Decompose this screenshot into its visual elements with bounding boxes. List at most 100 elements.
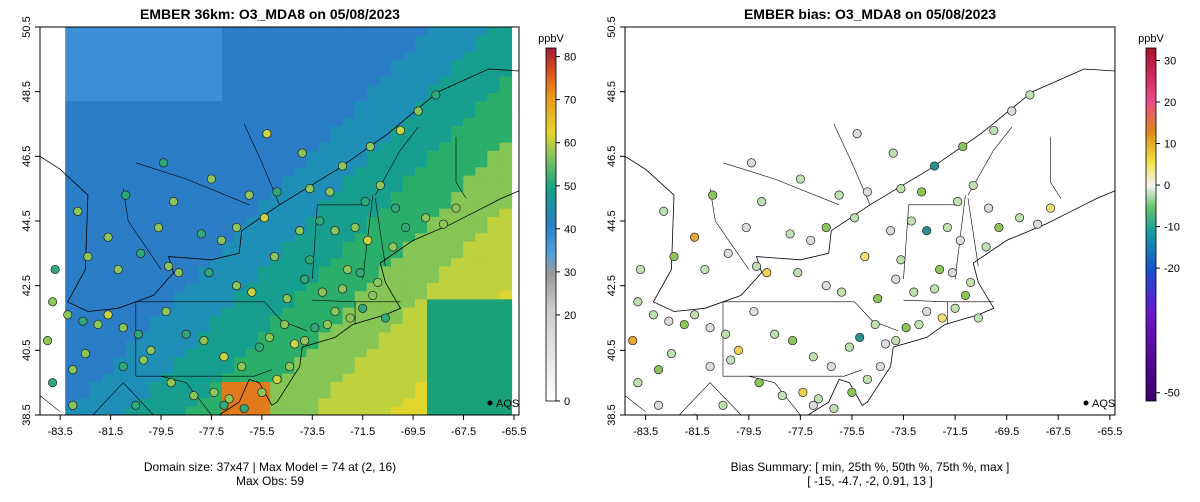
grid-cell xyxy=(415,84,428,94)
x-tick-label: -77.5 xyxy=(788,426,813,438)
grid-cell xyxy=(415,258,428,267)
grid-cell xyxy=(306,225,320,234)
grid-cell xyxy=(125,51,139,61)
grid-cell xyxy=(258,192,271,201)
grid-cell xyxy=(318,241,332,251)
grid-cell xyxy=(499,357,513,367)
grid-cell xyxy=(354,249,368,259)
grid-cell xyxy=(463,60,476,69)
grid-cell xyxy=(149,68,163,78)
grid-cell xyxy=(125,274,139,284)
grid-cell xyxy=(185,365,199,375)
grid-cell xyxy=(282,167,295,177)
aqs-station xyxy=(628,336,638,346)
grid-cell xyxy=(378,398,392,408)
grid-cell xyxy=(306,117,320,127)
grid-cell xyxy=(463,93,476,102)
grid-cell xyxy=(125,225,139,234)
grid-cell xyxy=(427,60,440,69)
grid-cell xyxy=(366,175,380,185)
grid-cell xyxy=(209,60,223,69)
grid-cell xyxy=(499,183,513,193)
grid-cell xyxy=(451,159,464,168)
grid-cell xyxy=(149,233,163,243)
grid-cell xyxy=(318,51,332,61)
grid-cell xyxy=(463,315,476,325)
aqs-station xyxy=(795,174,805,184)
aqs-station xyxy=(118,323,128,333)
grid-cell xyxy=(475,349,488,358)
grid-cell xyxy=(294,60,308,69)
grid-cell xyxy=(258,382,271,391)
grid-cell xyxy=(402,266,416,276)
grid-cell xyxy=(77,307,90,317)
grid-cell xyxy=(330,93,344,102)
grid-cell xyxy=(209,340,223,350)
grid-cell xyxy=(366,241,380,251)
grid-cell xyxy=(378,183,392,193)
y-tick-label: 38.5 xyxy=(21,404,33,425)
x-tick-label: -65.5 xyxy=(501,426,526,438)
grid-cell xyxy=(475,266,488,276)
grid-cell xyxy=(270,406,283,415)
grid-cell xyxy=(137,332,151,342)
grid-cell xyxy=(475,382,488,391)
grid-cell xyxy=(173,27,187,36)
grid-cell xyxy=(222,200,235,210)
grid-cell xyxy=(282,35,295,45)
grid-cell xyxy=(439,382,452,391)
grid-cell xyxy=(306,27,320,36)
grid-cell xyxy=(137,192,151,201)
grid-cell xyxy=(246,84,259,94)
grid-cell xyxy=(270,126,283,135)
state-border xyxy=(135,162,250,206)
grid-cell xyxy=(487,134,500,144)
grid-cell xyxy=(463,249,476,259)
grid-cell xyxy=(89,208,102,218)
grid-cell xyxy=(125,249,139,259)
state-border xyxy=(135,369,273,377)
grid-cell xyxy=(463,340,476,350)
aqs-station xyxy=(950,303,960,313)
grid-cell xyxy=(161,266,175,276)
grid-cell xyxy=(77,241,90,251)
grid-cell xyxy=(306,208,320,218)
grid-cell xyxy=(113,142,127,152)
grid-cell xyxy=(330,241,344,251)
grid-cell xyxy=(113,390,127,400)
right-stations xyxy=(628,90,1056,415)
grid-cell xyxy=(125,291,139,301)
grid-cell xyxy=(113,406,127,415)
grid-cell xyxy=(258,60,271,69)
aqs-station xyxy=(232,281,242,291)
grid-cell xyxy=(378,101,392,111)
grid-cell xyxy=(451,249,464,259)
grid-cell xyxy=(342,208,356,218)
grid-cell xyxy=(258,167,271,177)
grid-cell xyxy=(463,225,476,234)
grid-cell xyxy=(137,93,151,102)
grid-cell xyxy=(137,291,151,301)
grid-cell xyxy=(197,183,211,193)
aqs-station xyxy=(297,148,307,158)
grid-cell xyxy=(415,315,428,325)
grid-cell xyxy=(258,175,271,185)
grid-cell xyxy=(306,216,320,226)
y-tick-label: 50.5 xyxy=(606,16,618,37)
grid-cell xyxy=(306,274,320,284)
aqs-station xyxy=(48,378,58,388)
grid-cell xyxy=(89,84,102,94)
aqs-station xyxy=(380,313,390,323)
grid-cell xyxy=(294,382,308,391)
grid-cell xyxy=(282,266,295,276)
coastline xyxy=(625,190,1115,415)
aqs-station xyxy=(821,281,831,291)
coastline xyxy=(625,68,1115,312)
grid-cell xyxy=(451,266,464,276)
grid-cell xyxy=(173,332,187,342)
grid-cell xyxy=(258,134,271,144)
grid-cell xyxy=(209,324,223,334)
aqs-station xyxy=(891,336,901,346)
grid-cell xyxy=(294,307,308,317)
grid-cell xyxy=(209,84,223,94)
